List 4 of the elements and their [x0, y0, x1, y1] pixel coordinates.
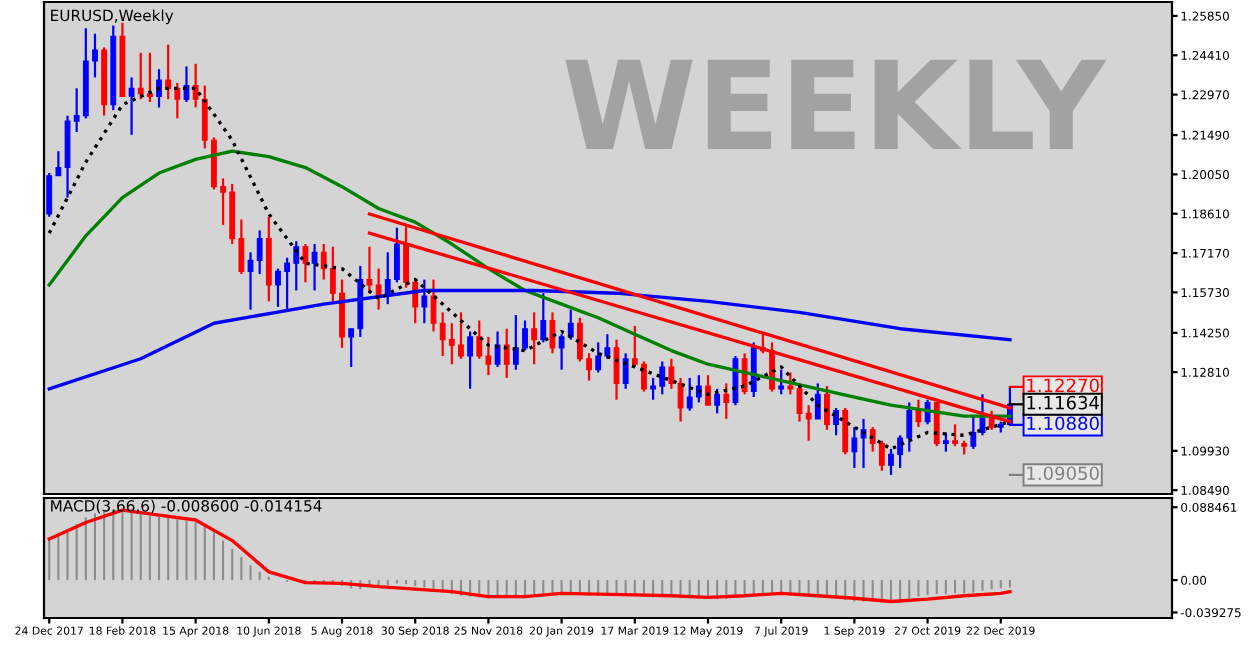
ref-line-label: 1.11634 — [1027, 395, 1100, 410]
ref-line-label: 1.12270 — [1027, 378, 1099, 393]
ref-line-label: 1.10880 — [1027, 416, 1099, 431]
ref-line-label: 1.09050 — [1027, 466, 1099, 481]
